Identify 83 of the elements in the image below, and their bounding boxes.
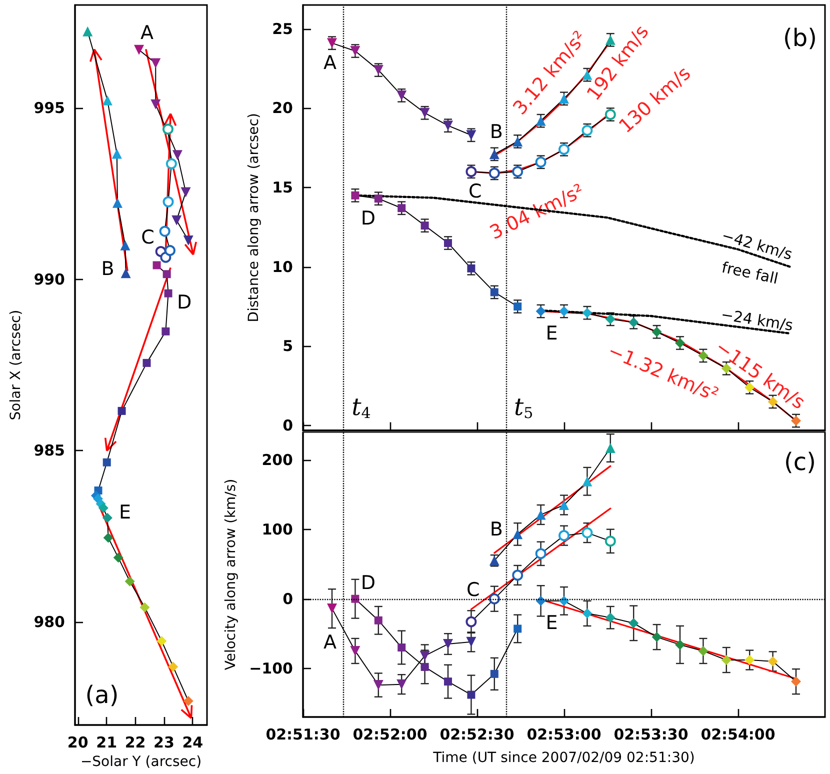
- series-label: C: [468, 180, 482, 203]
- series-label: A: [140, 22, 154, 44]
- y-axis-title: Solar X (arcsec): [8, 310, 24, 420]
- y-tick-label: 200: [262, 450, 293, 469]
- point: [113, 552, 124, 563]
- y-tick-label: 20: [272, 99, 293, 118]
- point: [159, 226, 170, 237]
- y-tick-label: 100: [262, 520, 293, 538]
- annotation: free fall: [720, 258, 780, 288]
- y-tick-label: 980: [34, 613, 65, 632]
- point: [558, 530, 570, 542]
- y-tick-label: 25: [272, 20, 293, 38]
- point: [166, 158, 177, 170]
- point: [164, 244, 176, 256]
- point: [675, 640, 685, 650]
- annotation: (c): [784, 448, 816, 476]
- series-label: D: [176, 291, 192, 314]
- x-tick-label: 02:54:00: [700, 726, 776, 744]
- y-tick-label: 15: [272, 178, 293, 196]
- series-label: C: [141, 226, 154, 248]
- series-label: E: [118, 502, 131, 524]
- point: [134, 44, 144, 55]
- point: [582, 527, 593, 538]
- x-tick-label: 02:53:30: [614, 726, 688, 744]
- y-tick-label: 10: [272, 258, 293, 276]
- point: [628, 618, 639, 628]
- point: [698, 350, 708, 361]
- point: [768, 656, 778, 666]
- series-label: E: [546, 612, 558, 634]
- point: [744, 382, 755, 392]
- y-tick-label: −100: [249, 659, 293, 678]
- point: [535, 548, 546, 560]
- point: [140, 602, 150, 612]
- y-tick-label: 990: [34, 270, 65, 288]
- point: [721, 655, 732, 665]
- x-tick-label: 21: [96, 734, 118, 752]
- point: [791, 676, 801, 687]
- point: [327, 604, 337, 614]
- series-label: E: [546, 322, 558, 344]
- x-axis-title: −Solar Y (arcsec): [80, 754, 202, 770]
- point: [162, 196, 174, 208]
- x-tick-label: 23: [154, 734, 174, 752]
- annotation: (b): [783, 24, 817, 52]
- y-tick-label: 0: [282, 590, 293, 608]
- x-tick-label: 22: [124, 734, 146, 752]
- x-tick-label: 20: [67, 734, 88, 752]
- annotation: −24 km/s: [720, 305, 794, 335]
- point: [103, 532, 114, 543]
- series-label: B: [490, 121, 503, 144]
- y-tick-label: 995: [34, 98, 65, 117]
- series-label: A: [324, 52, 336, 74]
- x-tick-label: 02:52:30: [440, 726, 514, 744]
- y-tick-label: 5: [282, 337, 293, 356]
- series-label: B: [101, 258, 114, 280]
- series-label: D: [360, 572, 376, 594]
- point: [652, 326, 662, 337]
- point: [512, 570, 524, 581]
- y-tick-label: 0: [282, 416, 293, 434]
- x-axis-title: Time (UT since 2007/02/09 02:51:30): [432, 750, 695, 766]
- point: [124, 576, 135, 586]
- annotation: (a): [85, 681, 119, 709]
- series-label: B: [490, 518, 503, 541]
- x-tick-label: 02:52:00: [352, 726, 428, 744]
- point: [488, 593, 500, 604]
- point: [652, 632, 662, 642]
- y-axis-title: Velocity along arrow (km/s): [223, 478, 240, 670]
- point: [466, 616, 477, 628]
- series-label: D: [360, 207, 376, 230]
- point: [698, 646, 708, 656]
- x-tick-label: 24: [182, 734, 204, 752]
- y-tick-label: 985: [34, 442, 65, 460]
- series-label: C: [466, 578, 480, 601]
- point: [162, 124, 174, 135]
- series-label: A: [324, 632, 336, 654]
- x-tick-label: 02:53:00: [526, 726, 602, 744]
- x-tick-label: 02:51:30: [266, 726, 340, 744]
- point: [168, 662, 178, 672]
- point: [156, 636, 167, 646]
- point: [604, 536, 616, 547]
- y-axis-title: Distance along arrow (arcsec): [246, 113, 262, 322]
- point: [183, 696, 194, 706]
- point: [744, 655, 755, 665]
- point: [102, 512, 112, 523]
